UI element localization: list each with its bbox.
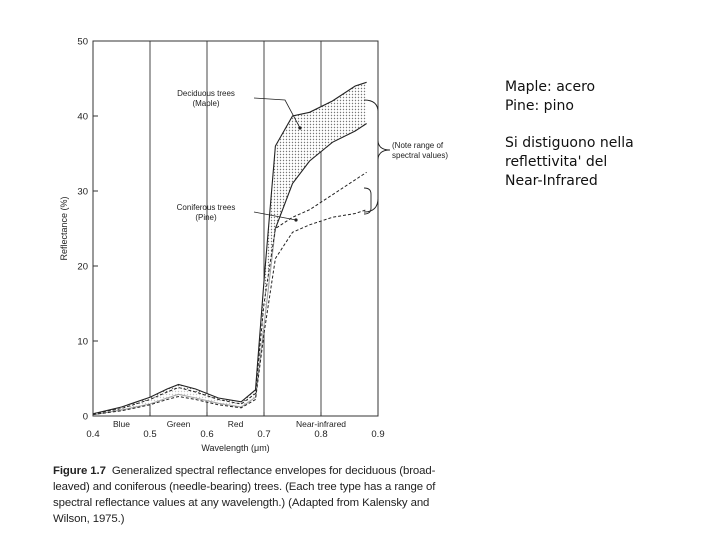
- range-brace-small: [363, 187, 372, 215]
- y-tick-label: 10: [77, 337, 88, 348]
- grid-layer: [149, 41, 322, 416]
- notes-comment: Si distiguono nella reflettivita' del Ne…: [505, 135, 634, 189]
- axis-layer: 0 10 20 30 40 50 0.4 0.5 0.6 0.7 0.8 0.9 Blue Green Re…: [59, 37, 385, 454]
- figure-caption: Figure 1.7 Generalized spectral reflectan…: [53, 463, 463, 527]
- series-envelope-1: [93, 172, 367, 415]
- band-label: Near-infrared: [296, 419, 346, 429]
- leader-coniferous-dot: [294, 218, 298, 222]
- annotation-coniferous: Coniferous trees(Pine): [177, 203, 236, 222]
- y-axis-title: Reflectance (%): [59, 196, 69, 260]
- band-label: Red: [228, 419, 244, 429]
- annotation-note-range-line: spectral values): [392, 151, 448, 160]
- y-tick-label: 20: [77, 262, 88, 273]
- annotation-coniferous-line: Coniferous trees: [177, 203, 236, 212]
- x-tick-label: 0.7: [257, 429, 270, 440]
- y-tick-label: 50: [77, 37, 88, 48]
- caption-label: Figure 1.7: [53, 465, 106, 477]
- x-tick-label: 0.4: [86, 429, 99, 440]
- y-tick-label: 30: [77, 187, 88, 198]
- leader-coniferous: [253, 211, 297, 221]
- series-lower-0: [92, 123, 367, 416]
- annotation-note-range-line: (Note range of: [392, 141, 444, 150]
- annotation-deciduous-line: (Maple): [192, 99, 219, 108]
- caption-text: Generalized spectral reflectance envelop…: [53, 465, 436, 525]
- series-envelope-0: [93, 82, 367, 415]
- band-label: Green: [167, 419, 191, 429]
- x-tick-label: 0.9: [371, 429, 384, 440]
- band-label: Blue: [113, 419, 130, 429]
- series-upper-0: [92, 81, 367, 415]
- annotation-deciduous: Deciduous trees(Maple): [177, 89, 235, 108]
- series-layer: [92, 81, 367, 416]
- series-upper-1: [92, 171, 367, 415]
- x-tick-label: 0.5: [143, 429, 156, 440]
- annotation-layer: Deciduous trees(Maple) Coniferous trees(P…: [177, 89, 449, 222]
- leader-deciduous-dot: [298, 126, 302, 130]
- x-axis-title: Wavelength (μm): [201, 443, 269, 453]
- leader-deciduous: [253, 97, 301, 129]
- annotation-coniferous-line: (Pine): [195, 213, 217, 222]
- annotation-deciduous-line: Deciduous trees: [177, 89, 235, 98]
- notes-translation: Maple: acero Pine: pino: [505, 79, 596, 114]
- x-tick-label: 0.8: [314, 429, 327, 440]
- x-tick-label: 0.6: [200, 429, 213, 440]
- slide-notes: Maple: acero Pine: pino Si distiguono ne…: [505, 78, 705, 191]
- plot-frame: [92, 40, 379, 417]
- series-lower-1: [92, 209, 367, 415]
- y-tick-label: 40: [77, 112, 88, 123]
- y-tick-label: 0: [83, 412, 88, 423]
- range-brace: [363, 99, 391, 213]
